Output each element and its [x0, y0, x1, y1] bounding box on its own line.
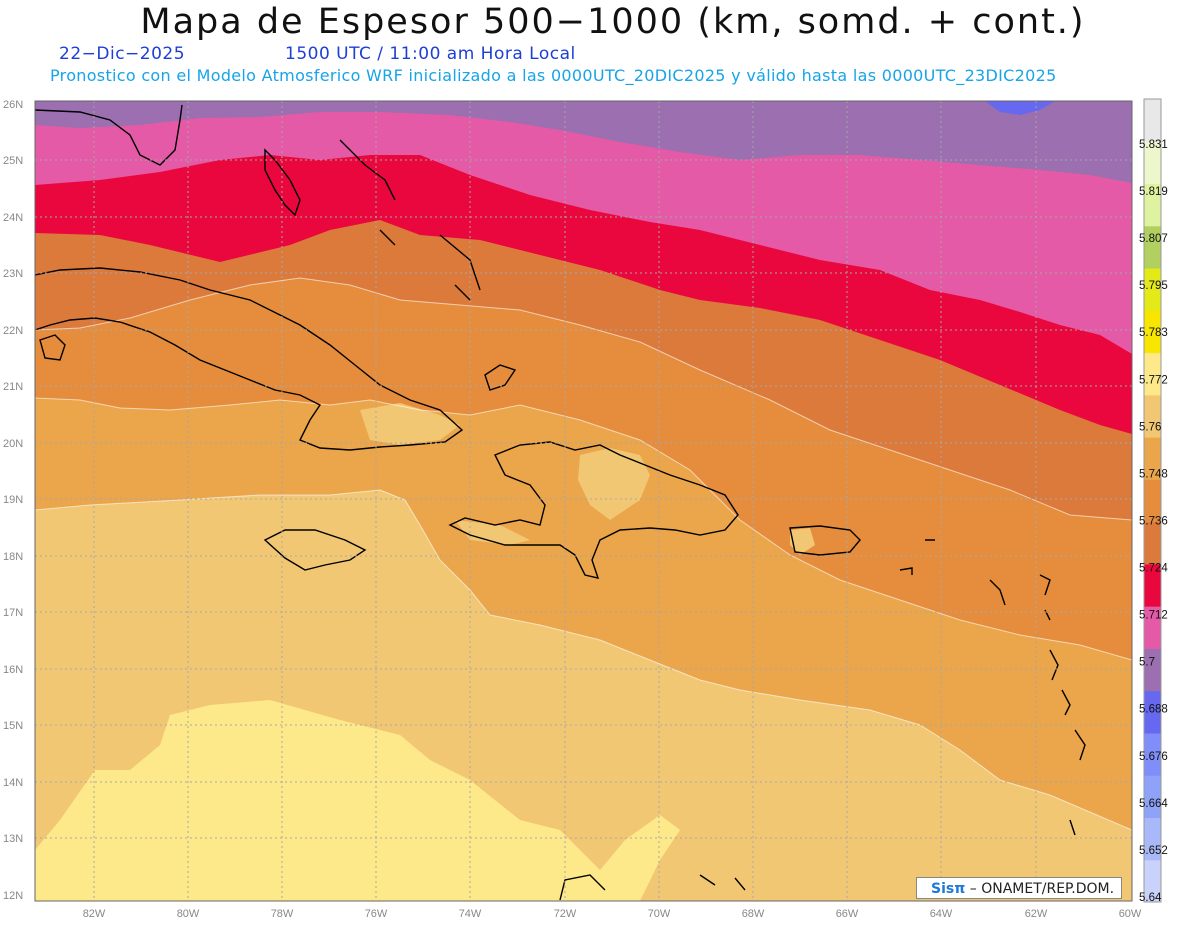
- lon-label: 80W: [177, 908, 200, 920]
- colorbar-label: 5.807: [1139, 233, 1168, 245]
- colorbar-swatch: [1144, 225, 1161, 269]
- colorbar-label: 5.819: [1139, 186, 1168, 198]
- small-islands-outline: [39, 334, 935, 575]
- colorbar-swatch: [1144, 606, 1161, 649]
- lon-label: 60W: [1119, 908, 1142, 920]
- venezuela-coast-outline: [559, 874, 746, 901]
- colorbar-swatch: [1144, 817, 1161, 861]
- lon-label: 68W: [742, 908, 765, 920]
- colorbar-label: 5.748: [1139, 468, 1168, 480]
- band-5676: [35, 101, 1132, 183]
- lat-label: 18N: [3, 551, 23, 563]
- lat-label: 19N: [3, 494, 23, 506]
- colorbar-swatch: [1144, 563, 1161, 607]
- band-5688: [35, 101, 1132, 354]
- attribution-badge: Sisπ – ONAMET/REP.DOM.: [916, 877, 1122, 899]
- colorbar-swatch: [1144, 141, 1161, 185]
- colorbar: [1143, 98, 1162, 903]
- colorbar-swatch: [1144, 648, 1161, 692]
- colorbar-swatch: [1144, 268, 1161, 311]
- lat-label: 12N: [3, 890, 23, 902]
- graticule: [35, 101, 1132, 901]
- puerto-rico-outline: [789, 525, 861, 556]
- lon-label: 62W: [1025, 908, 1048, 920]
- andros-outline: [264, 148, 301, 217]
- colorbar-label: 5.783: [1139, 327, 1168, 339]
- lon-label: 70W: [648, 908, 671, 920]
- colorbar-swatch: [1144, 352, 1161, 396]
- colorbar-swatch: [1144, 437, 1161, 480]
- colorbar-frame: [1143, 98, 1162, 903]
- colorbar-swatch: [1144, 99, 1161, 142]
- colorbar-label: 5.688: [1139, 704, 1168, 716]
- bahamas-outline: [339, 139, 481, 301]
- colorbar-label: 5.76: [1139, 421, 1161, 433]
- colorbar-label: 5.724: [1139, 563, 1168, 575]
- colorbar-swatch: [1144, 310, 1161, 354]
- colorbar-labels: 5.831 5.819 5.807 5.795 5.783 5.772 5.76 5.748 5…: [1139, 139, 1168, 904]
- cuba-outline: [35, 267, 464, 451]
- florida-outline: [35, 104, 183, 166]
- colorbar-swatch: [1144, 859, 1161, 903]
- lat-label: 23N: [3, 268, 23, 280]
- colorbar-label: 5.795: [1139, 280, 1168, 292]
- lat-label: 16N: [3, 664, 23, 676]
- land-pockets: [360, 403, 815, 555]
- lat-label: 25N: [3, 155, 23, 167]
- colorbar-swatch: [1144, 479, 1161, 523]
- colorbar-swatch: [1144, 394, 1161, 438]
- colorbar-label: 5.736: [1139, 515, 1168, 527]
- lat-label: 14N: [3, 777, 23, 789]
- lat-label: 22N: [3, 325, 23, 337]
- colorbar-label: 5.664: [1139, 798, 1168, 810]
- colorbar-swatch: [1144, 183, 1161, 227]
- lon-label: 82W: [83, 908, 106, 920]
- colorbar-label: 5.831: [1139, 139, 1168, 151]
- hispaniola-outline: [448, 441, 739, 579]
- lon-label: 78W: [271, 908, 294, 920]
- colorbar-swatch: [1144, 775, 1161, 818]
- lat-label: 26N: [3, 99, 23, 111]
- coastlines: [35, 104, 1086, 901]
- lon-label: 64W: [930, 908, 953, 920]
- lon-label: 72W: [554, 908, 577, 920]
- colorbar-label: 5.712: [1139, 610, 1168, 622]
- contour-lines: [35, 277, 1132, 831]
- map-plot-area: [35, 101, 1132, 901]
- forecast-time: 1500 UTC / 11:00 am Hora Local: [285, 44, 576, 64]
- lat-label: 13N: [3, 833, 23, 845]
- colorbar-label: 5.7: [1139, 657, 1155, 669]
- colorbar-swatch: [1144, 690, 1161, 734]
- forecast-note: Pronostico con el Modelo Atmosferico WRF…: [50, 66, 1057, 85]
- forecast-date: 22−Dic−2025: [59, 44, 186, 64]
- lat-label: 24N: [3, 212, 23, 224]
- plot-frame: [34, 100, 1133, 902]
- colorbar-label: 5.772: [1139, 374, 1168, 386]
- page-title: Mapa de Espesor 500−1000 (km, somd. + co…: [140, 2, 1086, 42]
- colorbar-label: 5.64: [1139, 892, 1162, 904]
- lon-label: 74W: [459, 908, 482, 920]
- colorbar-swatch: [1144, 521, 1161, 565]
- band-5760: [35, 700, 680, 901]
- sispi-logo-text: Sisπ: [931, 881, 966, 897]
- lon-label: 76W: [365, 908, 388, 920]
- lat-label: 15N: [3, 720, 23, 732]
- lat-label: 17N: [3, 607, 23, 619]
- lat-label: 21N: [3, 381, 23, 393]
- colorbar-label: 5.676: [1139, 751, 1168, 763]
- lat-axis-labels: 26N 25N 24N 23N 22N 21N 20N 19N 18N 17N …: [3, 99, 23, 902]
- attribution-text: – ONAMET/REP.DOM.: [969, 881, 1115, 897]
- lesser-antilles-outline: [989, 574, 1086, 836]
- colorbar-swatch: [1144, 732, 1161, 776]
- jamaica-outline: [263, 529, 367, 571]
- band-5664: [985, 101, 1055, 115]
- lon-label: 66W: [836, 908, 859, 920]
- lon-axis-labels: 82W 80W 78W 76W 74W 72W 70W 68W 66W 64W …: [83, 908, 1142, 920]
- lat-label: 20N: [3, 438, 23, 450]
- colorbar-label: 5.652: [1139, 845, 1168, 857]
